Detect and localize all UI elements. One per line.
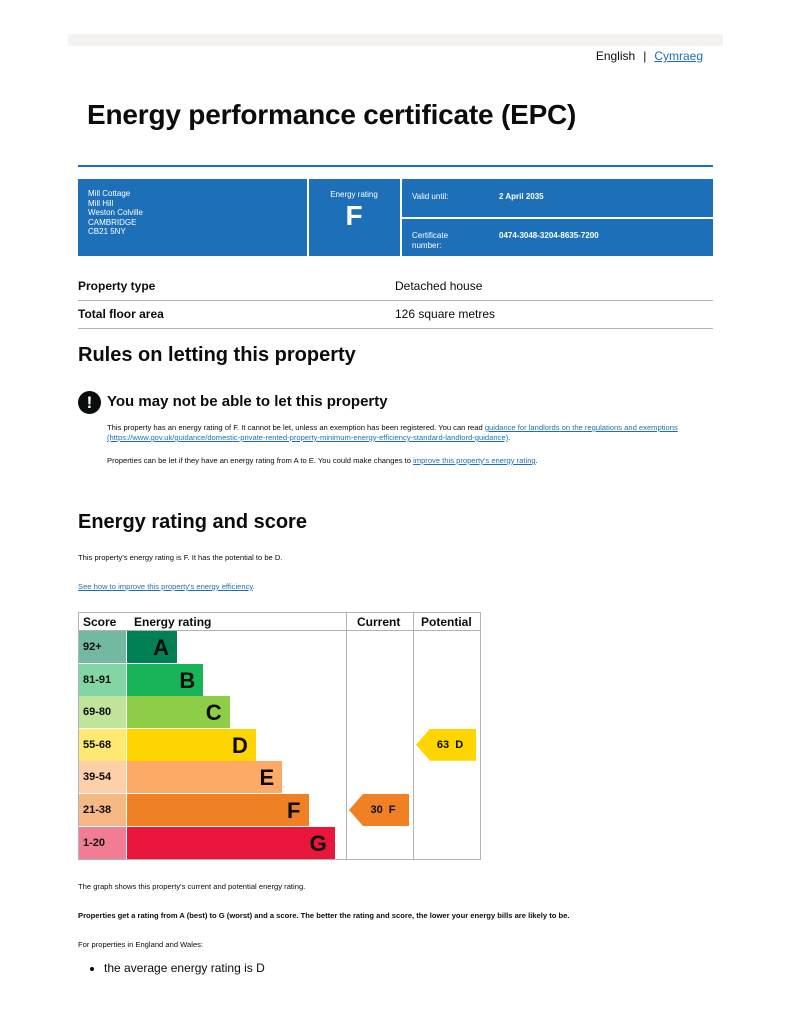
improve-efficiency-link[interactable]: See how to improve this property's energ…: [78, 582, 253, 591]
letting-paragraph-1: This property has an energy rating of F.…: [107, 423, 678, 442]
energy-rating-heading: Energy rating and score: [78, 511, 307, 533]
summary-panel: Mill Cottage Mill Hill Weston Colville C…: [78, 179, 713, 256]
title-divider: [78, 165, 713, 167]
energy-rating-label: Energy rating: [330, 190, 378, 199]
potential-rating-arrow: 63 D: [416, 728, 476, 761]
chart-header-current: Current: [357, 615, 401, 629]
band-bar-g: G: [127, 826, 335, 859]
landlord-guidance-link[interactable]: guidance for landlords on the regulation…: [107, 423, 678, 442]
band-bar-a: A: [127, 631, 177, 663]
improve-efficiency-paragraph: See how to improve this property's energ…: [78, 582, 255, 591]
letting-heading: Rules on letting this property: [78, 344, 356, 366]
energy-rating-chart: Score Energy rating Current Potential 92…: [78, 612, 481, 860]
chart-header-potential: Potential: [421, 615, 472, 629]
certificate-number-label: Certificate number:: [412, 231, 449, 250]
band-score-b: 81-91: [79, 663, 126, 696]
graph-note: The graph shows this property's current …: [78, 882, 306, 891]
band-score-e: 39-54: [79, 761, 126, 794]
valid-until-value: 2 April 2035: [499, 192, 544, 201]
chart-header-energy-rating: Energy rating: [134, 615, 212, 629]
panel-divider: [307, 179, 309, 256]
band-score-f: 21-38: [79, 794, 126, 826]
improve-rating-link[interactable]: improve this property's energy rating: [413, 456, 536, 465]
floor-area-value: 126 square metres: [395, 307, 496, 321]
energy-rating-value: F: [345, 200, 363, 231]
property-type-label: Property type: [78, 279, 156, 293]
property-type-value: Detached house: [395, 279, 483, 293]
panel-divider: [400, 179, 402, 256]
band-bar-d: D: [127, 728, 256, 761]
chart-header-divider: [79, 630, 480, 631]
warning-title: You may not be able to let this property: [107, 393, 388, 410]
language-current: English: [595, 49, 636, 63]
chart-column-divider: [413, 613, 414, 859]
language-switcher: English | Cymraeg: [596, 49, 703, 63]
floor-area-label: Total floor area: [78, 307, 164, 321]
address-line: CB21 5NY: [88, 227, 126, 236]
language-cymraeg-link[interactable]: Cymraeg: [654, 49, 703, 63]
certificate-number-value: 0474-3048-3204-8635-7200: [499, 231, 599, 240]
band-score-c: 69-80: [79, 696, 126, 729]
property-type-row: Property type Detached house: [78, 272, 713, 301]
band-bar-f: F: [127, 794, 309, 826]
band-score-d: 55-68: [79, 728, 126, 761]
panel-divider: [402, 217, 713, 219]
address-line: Weston Colville: [88, 208, 143, 217]
band-bar-e: E: [127, 761, 283, 794]
list-item: the average energy rating is D: [104, 961, 265, 975]
chart-column-divider: [346, 613, 347, 859]
address-line: Mill Hill: [88, 198, 114, 208]
band-bar-b: B: [127, 663, 204, 696]
average-list: the average energy rating is D: [88, 961, 265, 975]
rating-summary: This property's energy rating is F. It h…: [78, 553, 283, 562]
language-separator: |: [643, 49, 647, 63]
top-bar: [68, 34, 723, 46]
floor-area-row: Total floor area 126 square metres: [78, 300, 713, 329]
address-line: CAMBRIDGE: [88, 217, 137, 227]
england-wales-note: For properties in England and Wales:: [78, 940, 204, 949]
band-score-a: 92+: [79, 631, 126, 663]
valid-until-label: Valid until:: [412, 192, 449, 201]
letting-paragraph-2: Properties can be let if they have an en…: [107, 456, 538, 465]
exclamation-icon: !: [78, 391, 101, 414]
current-rating-arrow: 30 F: [349, 794, 409, 826]
band-bar-c: C: [127, 696, 230, 729]
page-title: Energy performance certificate (EPC): [87, 99, 577, 130]
address-block: Mill Cottage Mill Hill Weston Colville C…: [88, 189, 143, 237]
address-line: Mill Cottage: [88, 189, 131, 198]
band-score-g: 1-20: [79, 826, 126, 859]
rating-scale-note: Properties get a rating from A (best) to…: [78, 911, 570, 920]
chart-header-score: Score: [83, 615, 117, 629]
